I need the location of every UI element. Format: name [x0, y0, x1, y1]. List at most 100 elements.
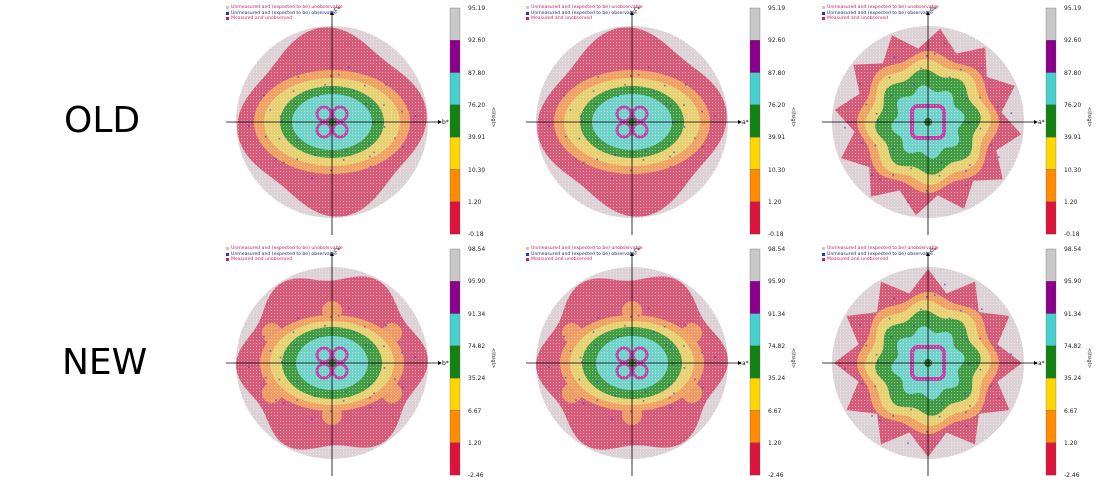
legend-item: Measured and unobserved: [526, 16, 643, 22]
colorbar-segment: [1045, 137, 1057, 170]
legend-swatch: [226, 247, 229, 251]
colorbar-title: <I/sigI>: [1086, 107, 1092, 128]
colorbar-tick-label: 1.20: [768, 198, 782, 206]
panel-old-1: b* c* Unmeasured and (expected to be) unob…: [222, 5, 496, 245]
horizontal-axis-label: a*: [742, 119, 749, 126]
legend-swatch: [822, 11, 825, 15]
legend-text: Unmeasured and (expected to be) observab…: [827, 251, 933, 257]
legend: Unmeasured and (expected to be) unobserv…: [822, 246, 939, 263]
legend-text: Unmeasured and (expected to be) unobserv…: [531, 5, 643, 10]
colorbar-segment: [449, 378, 461, 411]
legend-text: Unmeasured and (expected to be) unobserv…: [827, 5, 939, 10]
legend-swatch: [226, 252, 229, 256]
colorbar-segment: [449, 137, 461, 170]
axes: b* c*: [226, 6, 449, 235]
colorbar-segment: [1045, 40, 1057, 73]
panel-old-2: a* c* Unmeasured and (expected to be) unob…: [522, 5, 796, 245]
colorbar-tick-label: -2.46: [468, 472, 484, 480]
legend-text: Unmeasured and (expected to be) unobserv…: [231, 246, 343, 251]
observable-markers: [548, 307, 717, 421]
panel-new-3: a* b* Unmeasured and (expected to be) unob…: [818, 246, 1092, 486]
colorbar-tick-label: 91.34: [468, 310, 486, 318]
colorbar-segment: [449, 410, 461, 443]
colorbar-segment: [749, 7, 761, 41]
colorbar-segment: [1045, 7, 1057, 41]
vertical-axis-label: c*: [334, 247, 340, 254]
colorbar-tick-label: 98.54: [768, 246, 786, 253]
panel-old-3: a* b* Unmeasured and (expected to be) unob…: [818, 5, 1092, 245]
colorbar: [449, 7, 461, 235]
colorbar-tick-label: 6.67: [1064, 407, 1078, 415]
row-label-new: NEW: [62, 342, 148, 383]
legend-item: Measured and unobserved: [822, 257, 939, 263]
legend-item: Unmeasured and (expected to be) unobserv…: [526, 5, 643, 11]
colorbar-tick-label: 1.20: [468, 439, 482, 447]
axes: a* c*: [526, 6, 749, 235]
colorbar-title: <I/sigI>: [790, 348, 796, 369]
legend-item: Unmeasured and (expected to be) unobserv…: [526, 246, 643, 252]
colorbar-segment: [449, 169, 461, 202]
legend: Unmeasured and (expected to be) unobserv…: [526, 246, 643, 263]
legend-text: Measured and unobserved: [231, 16, 293, 22]
colorbar-tick-label: -0.18: [468, 231, 484, 239]
colorbar-tick-label: -0.18: [768, 231, 784, 239]
legend-swatch: [526, 247, 529, 251]
colorbar-segment: [1045, 378, 1057, 411]
slice-plot: a* b*: [822, 6, 1057, 235]
colorbar-tick-label: 95.90: [468, 278, 486, 286]
colorbar-segment: [449, 345, 461, 379]
colorbar-segment: [1045, 72, 1057, 106]
slice-plot: a* b*: [822, 247, 1057, 476]
colorbar-segment: [749, 345, 761, 379]
colorbar-segment: [449, 72, 461, 106]
colorbar-segment: [449, 442, 461, 476]
colorbar-tick-label: 76.20: [468, 101, 486, 109]
observable-markers: [844, 283, 1013, 444]
colorbar-tick-label: 39.91: [1064, 134, 1082, 142]
colorbar-tick-label: 39.91: [468, 134, 486, 142]
row-label-old: OLD: [64, 100, 141, 141]
arrow-right-icon: [438, 120, 442, 124]
legend: Unmeasured and (expected to be) unobserv…: [226, 246, 343, 263]
colorbar-tick-label: 10.30: [768, 166, 786, 174]
legend-swatch: [822, 6, 825, 10]
legend-swatch: [226, 17, 229, 21]
legend-text: Unmeasured and (expected to be) observab…: [827, 10, 933, 16]
legend-item: Unmeasured and (expected to be) observab…: [822, 11, 939, 17]
colorbar-tick-label: 1.20: [1064, 439, 1078, 447]
colorbar: [749, 7, 761, 235]
colorbar-segment: [749, 281, 761, 314]
legend: Unmeasured and (expected to be) unobserv…: [226, 5, 343, 22]
observable-markers: [248, 66, 417, 180]
legend-text: Unmeasured and (expected to be) observab…: [531, 10, 637, 16]
legend-item: Unmeasured and (expected to be) unobserv…: [822, 5, 939, 11]
legend-item: Unmeasured and (expected to be) observab…: [822, 252, 939, 258]
colorbar-tick-label: 74.82: [1064, 342, 1082, 350]
arrow-up-icon: [926, 11, 930, 15]
colorbar-segment: [1045, 281, 1057, 314]
colorbar-segment: [1045, 313, 1057, 347]
colorbar-tick-label: -2.46: [768, 472, 784, 480]
legend-text: Measured and unobserved: [827, 257, 889, 263]
legend-item: Unmeasured and (expected to be) observab…: [526, 11, 643, 17]
colorbar-segment: [1045, 169, 1057, 202]
legend-text: Unmeasured and (expected to be) unobserv…: [827, 246, 939, 251]
colorbar-segment: [449, 248, 461, 282]
axes: a* c*: [526, 247, 749, 476]
legend-swatch: [526, 258, 529, 262]
arrow-right-icon: [1034, 120, 1038, 124]
colorbar-segment: [749, 201, 761, 235]
colorbar-tick-label: 6.67: [468, 407, 482, 415]
vertical-axis-label: b*: [930, 247, 937, 254]
colorbar-segment: [449, 313, 461, 347]
arrow-up-icon: [330, 11, 334, 15]
colorbar-tick-label: 98.54: [1064, 246, 1082, 253]
colorbar-tick-label: 95.19: [768, 5, 786, 12]
legend-swatch: [226, 258, 229, 262]
colorbar-tick-label: 35.24: [768, 375, 786, 383]
colorbar-segment: [749, 104, 761, 138]
horizontal-axis-label: b*: [442, 119, 449, 126]
colorbar-tick-label: 91.34: [768, 310, 786, 318]
colorbar-tick-label: 74.82: [768, 342, 786, 350]
colorbar-tick-label: 10.30: [468, 166, 486, 174]
